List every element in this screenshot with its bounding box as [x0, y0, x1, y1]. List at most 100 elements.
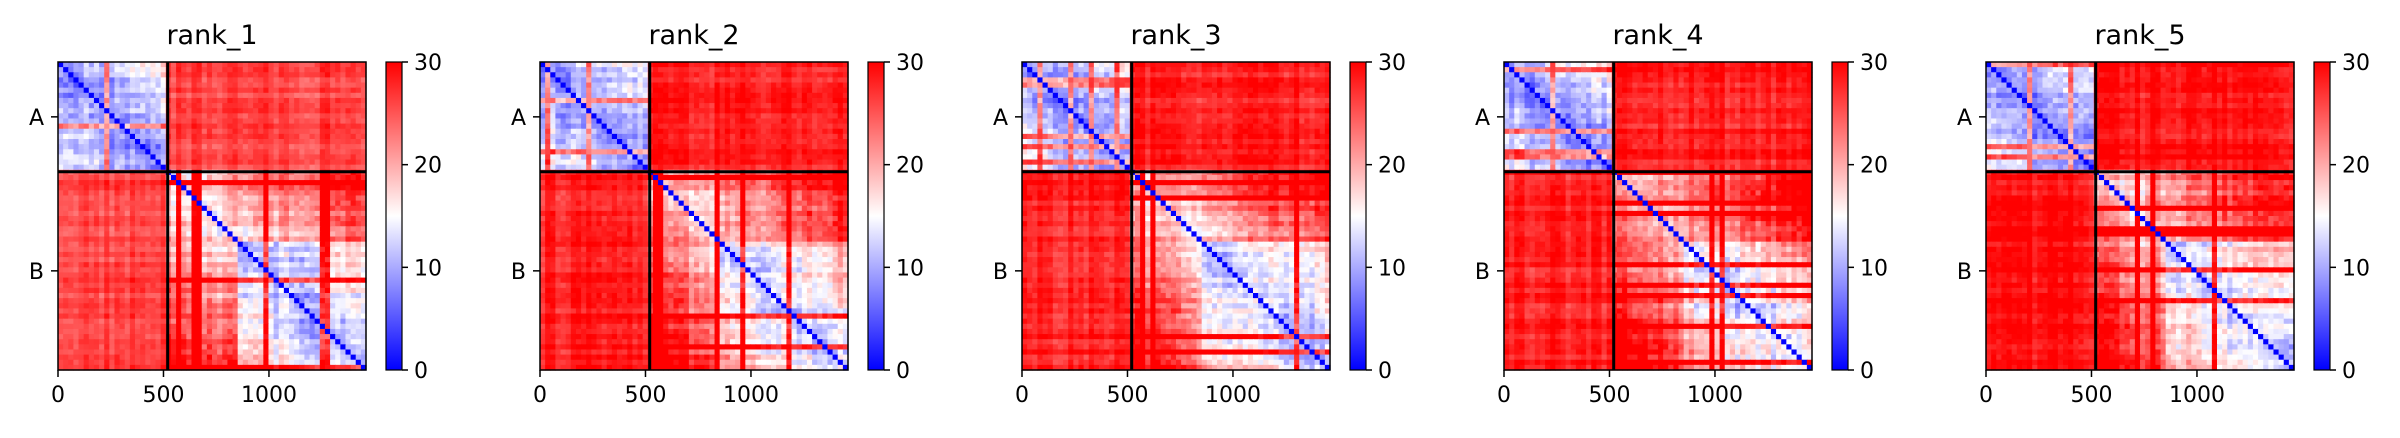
heatmap-cell	[299, 154, 305, 161]
heatmap-cell	[155, 62, 162, 68]
heatmap-cell	[324, 313, 331, 320]
heatmap-cell	[360, 118, 367, 125]
heatmap-cell	[688, 174, 695, 181]
heatmap-cell	[319, 277, 326, 284]
heatmap-cell	[294, 77, 300, 84]
heatmap-cell	[191, 195, 198, 202]
heatmap-cell	[83, 344, 90, 351]
heatmap-cell	[760, 118, 767, 125]
heatmap-cell	[540, 154, 546, 161]
heatmap-cell	[170, 149, 177, 155]
heatmap-cell	[78, 164, 85, 171]
heatmap-cell	[160, 272, 167, 279]
heatmap-cell	[58, 359, 64, 366]
heatmap-cell	[140, 159, 146, 166]
heatmap-cell	[186, 92, 193, 99]
heatmap-cell	[68, 323, 74, 330]
heatmap-cell	[201, 246, 208, 253]
heatmap-cell	[73, 67, 80, 73]
heatmap-cell	[283, 236, 290, 243]
heatmap-cell	[73, 262, 80, 268]
heatmap-cell	[273, 359, 280, 366]
heatmap-cell	[253, 328, 259, 335]
heatmap-cell	[237, 154, 244, 161]
heatmap-cell	[801, 123, 808, 130]
heatmap-cell	[611, 103, 618, 109]
heatmap-cell	[781, 108, 787, 114]
heatmap-cell	[258, 92, 264, 99]
heatmap-cell	[78, 113, 85, 120]
heatmap-cell	[140, 287, 146, 294]
heatmap-cell	[817, 144, 823, 150]
heatmap-cell	[278, 251, 285, 258]
heatmap-cell	[606, 77, 613, 84]
heatmap-cell	[345, 349, 352, 356]
heatmap-cell	[109, 180, 116, 186]
heatmap-cell	[355, 180, 362, 186]
heatmap-cell	[340, 133, 347, 140]
heatmap-cell	[694, 72, 700, 78]
heatmap-cell	[217, 77, 223, 84]
heatmap-cell	[68, 298, 74, 304]
heatmap-cell	[289, 303, 295, 309]
heatmap-cell	[596, 82, 603, 89]
heatmap-cell	[591, 77, 598, 84]
heatmap-cell	[206, 144, 213, 150]
heatmap-cell	[124, 159, 131, 166]
heatmap-cell	[309, 354, 316, 361]
heatmap-cell	[330, 113, 336, 120]
heatmap-cell	[273, 87, 280, 94]
heatmap-cell	[170, 313, 177, 320]
heatmap-cell	[658, 82, 664, 89]
heatmap-cell	[652, 77, 659, 84]
heatmap-cell	[719, 159, 726, 166]
heatmap-cell	[330, 318, 336, 325]
heatmap-cell	[560, 72, 567, 78]
heatmap-cell	[299, 364, 305, 371]
heatmap-cell	[63, 231, 69, 238]
heatmap-cell	[58, 251, 64, 258]
heatmap-cell	[596, 123, 603, 130]
heatmap-cell	[304, 293, 311, 299]
heatmap-cell	[181, 334, 187, 340]
heatmap-cell	[217, 287, 223, 294]
heatmap-cell	[170, 159, 177, 166]
heatmap-cell	[186, 159, 193, 166]
heatmap-cell	[227, 87, 234, 94]
heatmap-cell	[735, 77, 741, 84]
heatmap-cell	[791, 154, 798, 161]
heatmap-cell	[196, 344, 203, 351]
heatmap-cell	[617, 108, 623, 114]
heatmap-cell	[294, 195, 300, 202]
heatmap-cell	[622, 82, 628, 89]
heatmap-cell	[781, 123, 787, 130]
heatmap-cell	[760, 144, 767, 150]
heatmap-cell	[160, 195, 167, 202]
heatmap-cell	[186, 195, 193, 202]
heatmap-cell	[345, 210, 352, 217]
heatmap-cell	[196, 87, 203, 94]
heatmap-cell	[73, 118, 80, 125]
heatmap-cell	[575, 149, 582, 155]
heatmap-cell	[729, 97, 736, 104]
heatmap-cell	[842, 108, 849, 114]
heatmap-cell	[330, 205, 336, 212]
heatmap-cell	[324, 323, 331, 330]
heatmap-cell	[109, 205, 116, 212]
heatmap-cell	[201, 103, 208, 109]
heatmap-cell	[673, 72, 680, 78]
heatmap-cell	[104, 205, 110, 212]
heatmap-cell	[176, 62, 182, 68]
heatmap-cell	[755, 77, 762, 84]
heatmap-cell	[196, 241, 203, 248]
heatmap-cell	[550, 159, 556, 166]
heatmap-cell	[150, 103, 157, 109]
heatmap-cell	[581, 174, 587, 181]
heatmap-cell	[360, 221, 367, 227]
heatmap-cell	[786, 118, 793, 125]
heatmap-cell	[212, 359, 218, 366]
heatmap-cell	[253, 303, 259, 309]
heatmap-cell	[129, 200, 136, 207]
heatmap-cell	[791, 128, 798, 135]
heatmap-cell	[170, 267, 177, 274]
